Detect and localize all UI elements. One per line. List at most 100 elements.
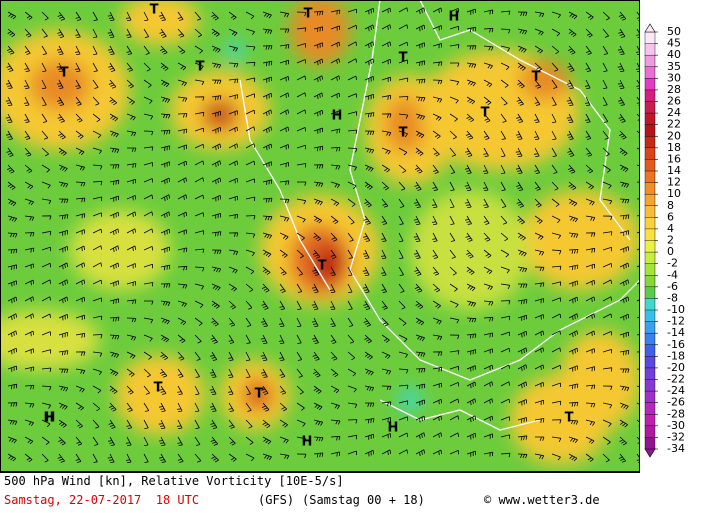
wind-barb [330,334,337,344]
wind-barb [75,197,86,203]
wind-barb [585,232,596,237]
wind-barb [126,163,137,168]
wind-barb [381,232,387,242]
wind-barb [347,198,356,207]
wind-barb [534,314,544,320]
wind-barb [432,300,441,309]
wind-barb [636,368,640,370]
coastline [419,0,631,241]
wind-barb [414,164,423,174]
wind-barb [636,147,640,154]
wind-barb [534,453,545,460]
wind-barb [194,177,204,183]
colorbar-tip-bottom [644,448,656,458]
wind-barb [568,249,579,254]
wind-barb [41,385,52,391]
wind-barb [159,453,166,463]
wind-barb [415,147,424,156]
wind-barb [56,62,64,72]
wind-barb [449,113,458,122]
wind-barb [585,402,596,408]
wind-barb [126,245,136,252]
wind-barb [313,10,324,16]
wind-barb [482,164,489,174]
wind-barb [211,111,221,117]
wind-barb [7,347,17,355]
wind-barb [619,262,629,270]
wind-barb [466,300,477,307]
wind-barb [7,11,17,20]
wind-barb [432,415,442,422]
colorbar-box [644,275,656,288]
wind-barb [41,230,52,236]
wind-barb [313,419,324,426]
wind-barb [7,232,18,238]
colorbar-box [644,147,656,160]
wind-barb [483,198,489,208]
wind-barb [109,195,119,202]
wind-barb [449,79,460,86]
wind-barb [228,283,237,292]
wind-barb [500,113,507,123]
wind-barb [7,330,17,338]
wind-barb [126,299,137,305]
wind-barb [296,59,306,64]
wind-barb [500,164,506,174]
wind-barb [143,385,151,395]
wind-barb [278,317,285,327]
wind-barb [449,198,455,208]
wind-barb [228,334,235,344]
wind-barb [109,113,119,122]
wind-barb [602,164,611,173]
colorbar-label: -20 [667,361,685,374]
wind-barb [483,415,493,422]
wind-barb [517,314,527,321]
wind-barb [41,419,51,428]
wind-barb [313,145,324,152]
wind-barb [7,383,18,390]
wind-barb [415,130,425,139]
wind-barb [194,453,202,463]
wind-barb [568,215,578,223]
wind-barb [245,334,251,344]
wind-barb [194,212,204,217]
wind-barb [466,113,475,123]
wind-barb [211,249,222,255]
colorbar-box [644,286,656,299]
wind-barb [126,45,133,55]
wind-barb [194,368,200,378]
wind-barb [347,351,356,361]
wind-barb [58,246,68,253]
wind-barb [449,350,460,355]
wind-barb [160,161,170,168]
wind-barb [108,419,116,429]
wind-barb [362,283,370,293]
wind-barb [483,215,490,225]
wind-barb [228,195,238,201]
wind-barb [211,300,220,309]
pressure-label: H [45,411,56,426]
wind-barb [313,368,321,378]
wind-barb [58,368,69,374]
wind-barb [211,317,219,327]
wind-barb [551,45,560,55]
footer-title: 500 hPa Wind [kn], Relative Vorticity [1… [4,474,344,488]
colorbar-label: 2 [667,234,674,247]
colorbar-label: -24 [667,384,685,397]
wind-barb [245,385,251,395]
wind-barb [534,282,545,288]
wind-barb [75,368,86,375]
wind-barb [143,211,153,217]
wind-barb [585,384,596,390]
wind-barb [432,43,442,49]
wind-barb [568,28,577,37]
wind-barb [279,385,287,395]
wind-barb [92,402,101,412]
wind-barb [313,198,323,206]
vorticity-patch [30,60,90,110]
wind-barb [228,317,236,327]
wind-barb [432,130,441,139]
wind-barb [602,79,608,89]
wind-barb [330,75,340,81]
